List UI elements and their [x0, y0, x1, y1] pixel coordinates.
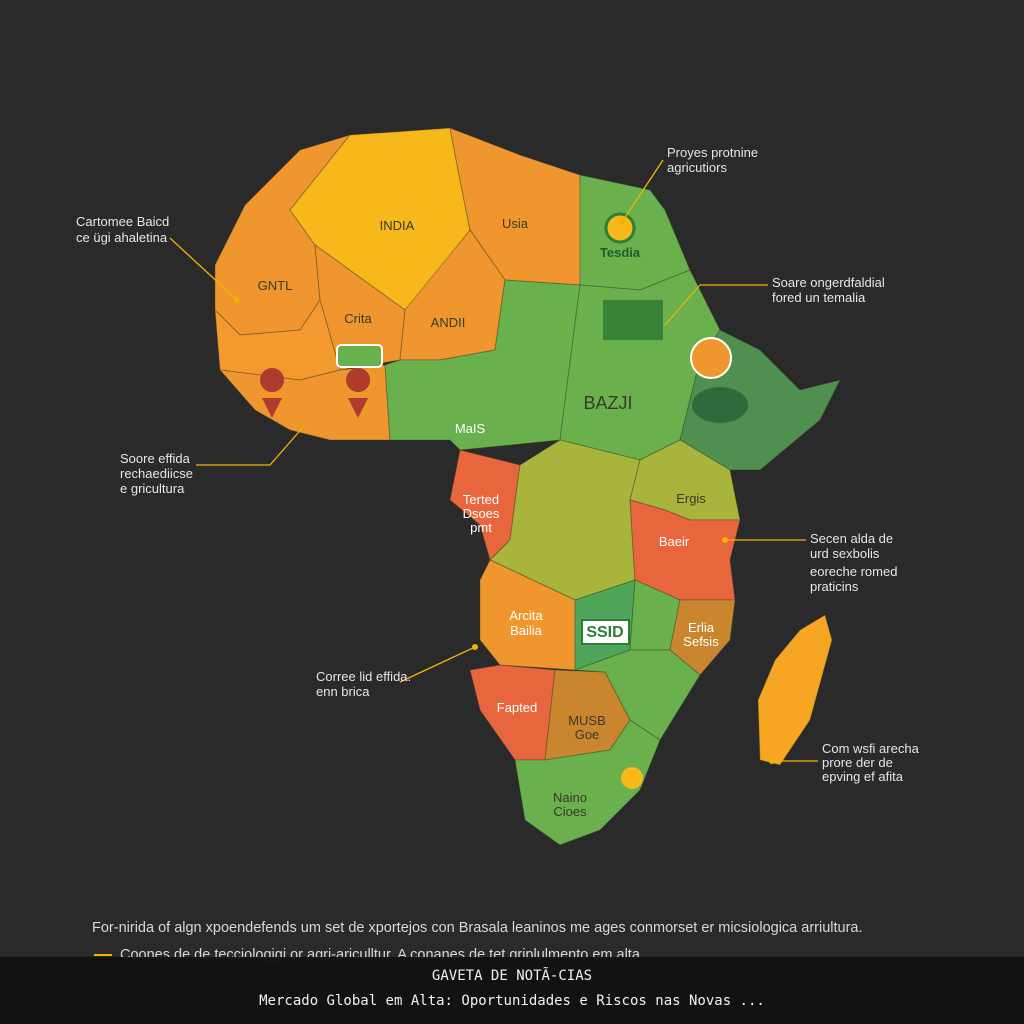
region [574, 649, 701, 741]
pin [346, 368, 371, 418]
callout-text: e gricultura [120, 481, 185, 496]
icon [690, 337, 732, 379]
icon [581, 619, 630, 645]
callout-text: prore der de [822, 755, 893, 770]
region-label: Bailia [510, 623, 543, 638]
news-headline[interactable]: Mercado Global em Alta: Oportunidades e … [259, 993, 765, 1009]
region-labels: INDIA Usia GNTL Crita ANDII Tesdia BAZJI… [258, 216, 720, 819]
region-label: Goe [575, 727, 600, 742]
region-label: Ergis [676, 491, 706, 506]
callout-text: Soore effida [120, 451, 191, 466]
icon [604, 212, 636, 244]
callout-text: fored un temalia [772, 290, 866, 305]
icon [336, 344, 383, 368]
news-bar: GAVETA DE NOTÃ-CIAS Mercado Global em Al… [0, 957, 1024, 1024]
callout-text: agricutiors [667, 160, 727, 175]
region [514, 719, 661, 846]
region-label: Dsoes [463, 506, 500, 521]
leader-line [664, 284, 768, 326]
news-title: GAVETA DE NOTÃ-CIAS [432, 967, 592, 984]
footer-line: For-nirida of algn xpoendefends um set d… [92, 920, 863, 936]
region-label: pmt [470, 520, 492, 535]
region-label: MaIS [455, 421, 486, 436]
callout-text: Cartomee Baicd [76, 214, 169, 229]
callouts: Cartomee Baicd ce ügi ahaletina Proyes p… [76, 145, 920, 784]
region-label: Baeir [659, 534, 690, 549]
news-bar-background [0, 957, 1024, 1024]
region-label: Arcita [509, 608, 543, 623]
region-label: GNTL [258, 278, 293, 293]
leader-line [621, 159, 664, 223]
icon [603, 300, 663, 340]
leader-dot [722, 537, 728, 543]
callout-text: ce ügi ahaletina [76, 230, 168, 245]
region-label: INDIA [380, 218, 415, 233]
region-label: Crita [344, 311, 372, 326]
callout-text: Proyes protnine [667, 145, 758, 160]
region-label: SSID [586, 624, 623, 641]
callout-text: urd sexbolis [810, 546, 880, 561]
pin [260, 368, 285, 418]
leader-dot [472, 644, 478, 650]
africa [214, 127, 841, 846]
madagascar [757, 614, 833, 766]
callout-text: epving ef afita [822, 769, 904, 784]
region-label: Tesdia [600, 245, 641, 260]
callout-text: enn brica [316, 684, 370, 699]
callout-text: Soare ongerdfaldial [772, 275, 885, 290]
region-label: BAZJI [583, 393, 632, 413]
callout-text: Corree lid effida. [316, 669, 411, 684]
region-label: Terted [463, 492, 499, 507]
region-label: Sefsis [683, 634, 719, 649]
region-label: MUSB [568, 713, 606, 728]
leader-dot [769, 758, 775, 764]
leader-line [399, 646, 476, 683]
callout-text: Secen alda de [810, 531, 893, 546]
icons [260, 212, 748, 789]
region-label: Usia [502, 216, 529, 231]
callout-text: rechaediicse [120, 466, 193, 481]
region-label: Erlia [688, 620, 715, 635]
icon [692, 387, 748, 423]
region-label: Fapted [497, 700, 537, 715]
leader-dot [234, 297, 240, 303]
icon [621, 767, 643, 789]
region-label: ANDII [431, 315, 466, 330]
callout-text: praticins [810, 579, 859, 594]
leader-line [169, 237, 238, 301]
region-label: Cioes [553, 804, 587, 819]
region-label: Naino [553, 790, 587, 805]
callout-text: Com wsfi arecha [822, 741, 920, 756]
leader-line [196, 424, 306, 466]
region [669, 599, 736, 676]
leader-dot [619, 219, 625, 225]
callout-text: eoreche romed [810, 564, 897, 579]
